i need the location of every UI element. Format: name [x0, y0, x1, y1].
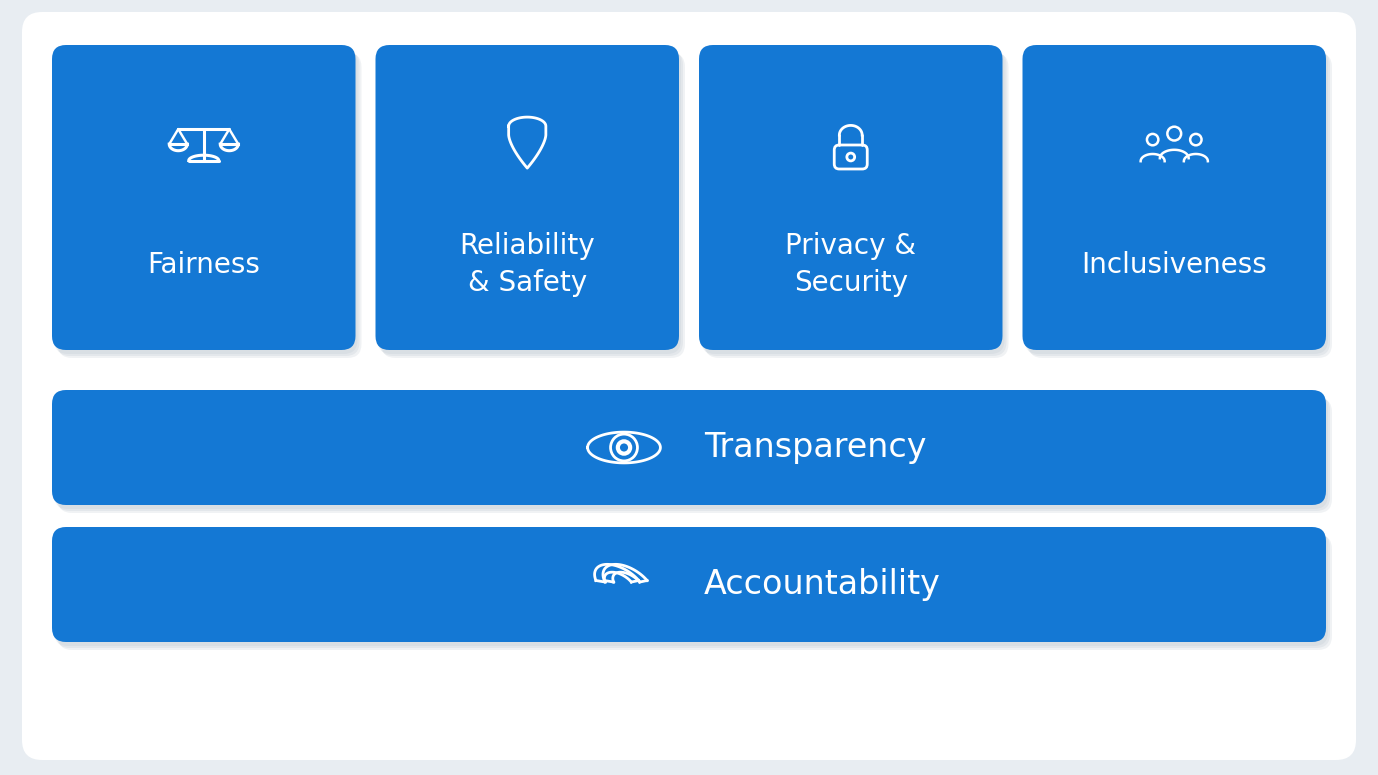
FancyBboxPatch shape — [703, 51, 1006, 356]
Text: Privacy &
Security: Privacy & Security — [785, 232, 916, 297]
FancyBboxPatch shape — [58, 53, 361, 358]
FancyBboxPatch shape — [382, 53, 685, 358]
FancyBboxPatch shape — [52, 390, 1326, 505]
Text: Transparency: Transparency — [704, 431, 926, 464]
FancyBboxPatch shape — [699, 45, 1003, 350]
FancyBboxPatch shape — [706, 53, 1009, 358]
Text: Reliability
& Safety: Reliability & Safety — [459, 232, 595, 297]
FancyBboxPatch shape — [1028, 53, 1333, 358]
FancyBboxPatch shape — [54, 531, 1328, 646]
FancyBboxPatch shape — [379, 51, 683, 356]
FancyBboxPatch shape — [375, 45, 679, 350]
Text: Inclusiveness: Inclusiveness — [1082, 250, 1268, 278]
FancyBboxPatch shape — [22, 12, 1356, 760]
FancyBboxPatch shape — [58, 535, 1333, 650]
FancyBboxPatch shape — [52, 527, 1326, 642]
FancyBboxPatch shape — [56, 51, 360, 356]
Text: Fairness: Fairness — [147, 250, 260, 278]
FancyBboxPatch shape — [701, 49, 1005, 354]
FancyBboxPatch shape — [52, 45, 356, 350]
FancyBboxPatch shape — [56, 533, 1330, 648]
FancyBboxPatch shape — [1024, 49, 1328, 354]
FancyBboxPatch shape — [58, 398, 1333, 513]
FancyBboxPatch shape — [54, 49, 357, 354]
Text: Accountability: Accountability — [704, 568, 941, 601]
FancyBboxPatch shape — [1027, 51, 1330, 356]
FancyBboxPatch shape — [56, 396, 1330, 511]
FancyBboxPatch shape — [378, 49, 681, 354]
FancyBboxPatch shape — [1022, 45, 1326, 350]
FancyBboxPatch shape — [54, 394, 1328, 509]
